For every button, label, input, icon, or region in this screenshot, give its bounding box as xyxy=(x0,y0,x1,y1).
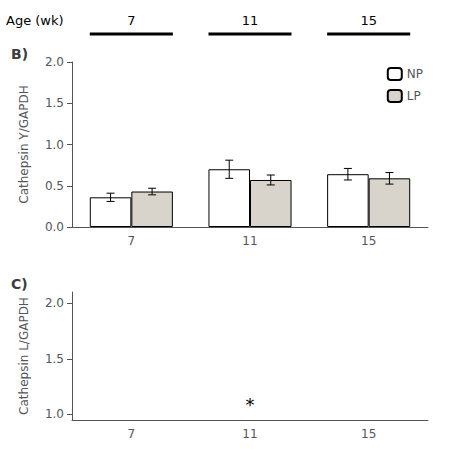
svg-text:7: 7 xyxy=(128,234,136,248)
svg-text:0.0: 0.0 xyxy=(45,220,64,234)
svg-text:2.0: 2.0 xyxy=(45,296,64,310)
svg-text:0.5: 0.5 xyxy=(45,179,64,193)
svg-text:7: 7 xyxy=(128,427,136,441)
svg-text:1.5: 1.5 xyxy=(45,352,64,366)
svg-text:15: 15 xyxy=(361,234,376,248)
svg-text:11: 11 xyxy=(242,234,257,248)
svg-text:11: 11 xyxy=(242,427,257,441)
svg-text:C): C) xyxy=(11,276,28,292)
svg-text:15: 15 xyxy=(361,427,376,441)
svg-text:15: 15 xyxy=(360,13,377,28)
svg-text:1.0: 1.0 xyxy=(45,138,64,152)
svg-text:LP: LP xyxy=(407,89,421,103)
svg-text:Cathepsin L/GAPDH: Cathepsin L/GAPDH xyxy=(17,297,31,415)
svg-text:Age (wk): Age (wk) xyxy=(6,13,64,28)
svg-text:NP: NP xyxy=(407,67,423,81)
svg-text:11: 11 xyxy=(242,13,259,28)
svg-text:B): B) xyxy=(11,46,28,62)
svg-text:7: 7 xyxy=(127,13,135,28)
svg-text:1.0: 1.0 xyxy=(45,407,64,421)
svg-text:2.0: 2.0 xyxy=(45,55,64,69)
svg-text:*: * xyxy=(246,394,255,415)
svg-text:1.5: 1.5 xyxy=(45,96,64,110)
svg-text:Cathepsin Y/GAPDH: Cathepsin Y/GAPDH xyxy=(17,85,31,203)
